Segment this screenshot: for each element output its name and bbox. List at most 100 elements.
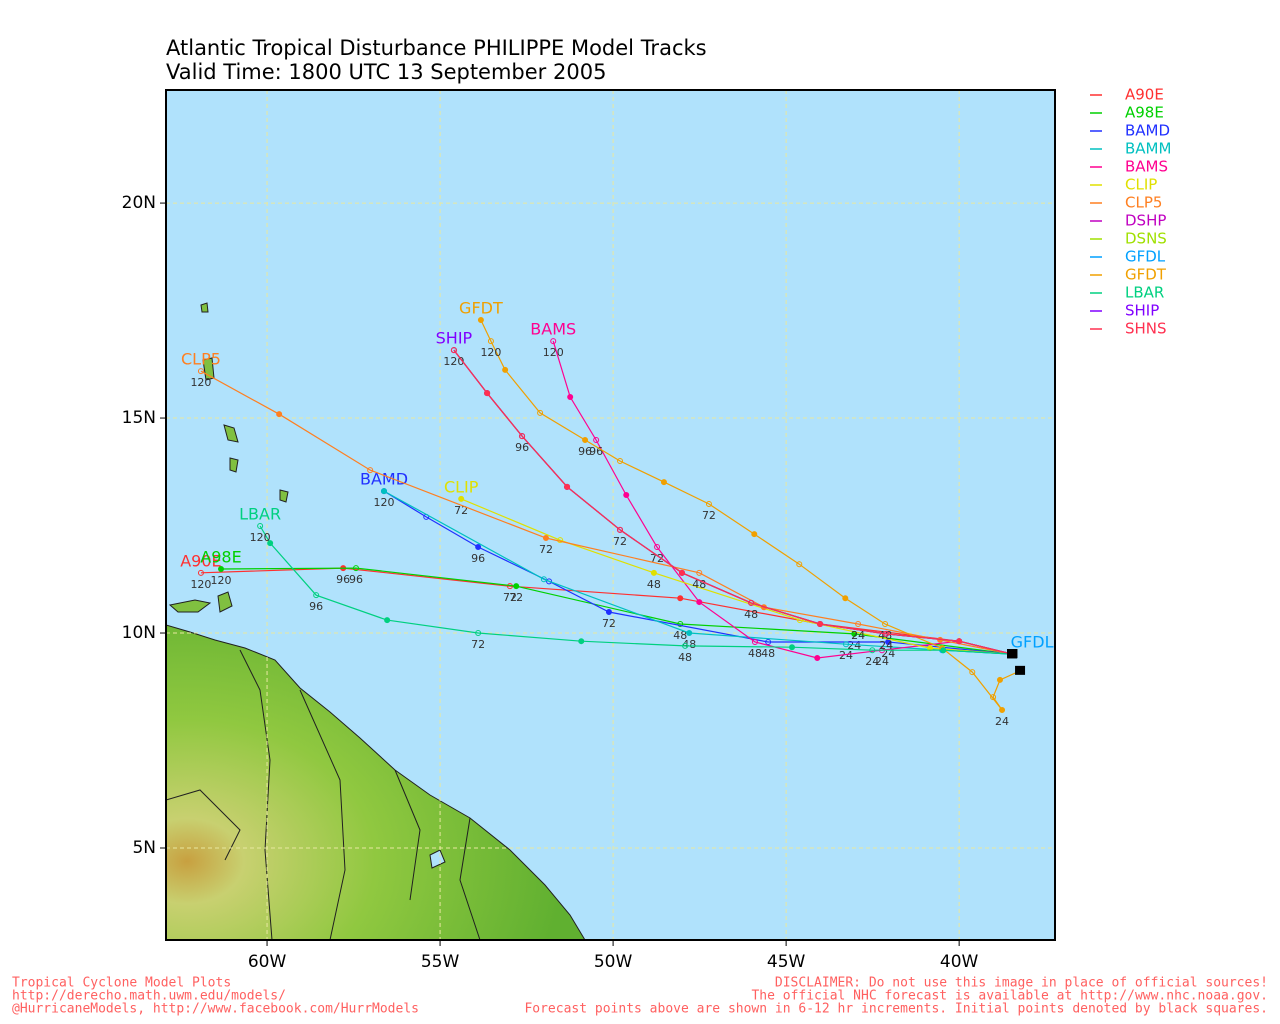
hour-label: 96 (309, 600, 323, 613)
legend-label: LBAR (1125, 284, 1164, 302)
track-point (502, 366, 509, 373)
track-point (705, 501, 712, 508)
track-point (582, 436, 589, 443)
track-point (678, 569, 685, 576)
track-point (475, 544, 482, 551)
track-point (257, 522, 264, 529)
track-point (765, 639, 772, 646)
track-name: CLP5 (181, 350, 221, 369)
track-point (682, 642, 689, 649)
hour-label: 96 (471, 552, 485, 565)
track-point (814, 654, 821, 661)
track-name: BAMD (360, 470, 408, 489)
grid-layer (166, 90, 1055, 940)
track-point (218, 565, 225, 572)
hour-label: 48 (673, 629, 687, 642)
legend-label: DSHP (1125, 212, 1166, 230)
hour-label: 48 (744, 608, 758, 621)
footer-right: DISCLAIMER: Do not use this image in pla… (775, 976, 1268, 991)
hour-label: 72 (539, 543, 553, 556)
track-point (996, 676, 1003, 683)
track-point (537, 409, 544, 416)
hour-label: 24 (851, 629, 865, 642)
track-point (197, 569, 204, 576)
legend-label: SHIP (1125, 302, 1159, 320)
hour-label: 72 (509, 591, 523, 604)
hour-label: 48 (678, 651, 692, 664)
track-point (650, 569, 657, 576)
legend-label: SHNS (1125, 320, 1167, 338)
track-point (197, 368, 204, 375)
hour-label: 72 (471, 638, 485, 651)
footer: Tropical Cyclone Model Plotshttp://derec… (12, 976, 1268, 1017)
track-name: BAMS (530, 320, 576, 339)
legend: A90EA98EBAMDBAMMBAMSCLIPCLP5DSHPDSNSGFDL… (1090, 86, 1171, 338)
track-name: GFDT (459, 299, 503, 318)
track-point (696, 599, 703, 606)
land-layer (166, 302, 586, 940)
track-name: A90E (180, 551, 221, 570)
hour-label: 96 (578, 445, 592, 458)
hour-label: 48 (647, 578, 661, 591)
track-point (593, 436, 600, 443)
hour-label: 120 (543, 346, 564, 359)
track-line (383, 490, 1013, 655)
hour-label: 48 (692, 578, 706, 591)
hour-label: 120 (250, 531, 271, 544)
track-point (882, 620, 889, 627)
track-point (567, 393, 574, 400)
track-point (677, 620, 684, 627)
track-point (542, 535, 549, 542)
track-name: GFDL (1011, 633, 1054, 652)
axes-layer: 60W 55W 50W 45W 40W 5N 10N 15N 20N (122, 193, 979, 972)
hour-label: 24 (879, 639, 893, 652)
track-name: SHIP (436, 329, 473, 348)
hour-label: 72 (650, 552, 664, 565)
track-point (654, 544, 661, 551)
track-point (855, 620, 862, 627)
track-point (751, 639, 758, 646)
track-point (381, 488, 388, 495)
x-tick-label: 40W (940, 952, 979, 972)
border (239, 649, 273, 940)
hour-label: 96 (515, 441, 529, 454)
legend-label: BAMM (1125, 140, 1171, 158)
hour-label: 120 (190, 376, 211, 389)
track-point (990, 694, 997, 701)
track-point (475, 630, 482, 637)
lake (429, 849, 446, 869)
hour-label: 24 (875, 655, 889, 668)
track-point (605, 608, 612, 615)
island (200, 302, 209, 313)
y-tick-label: 15N (122, 408, 156, 428)
border (299, 689, 346, 940)
track-point (617, 526, 624, 533)
hour-label: 120 (374, 496, 395, 509)
track-name: LBAR (239, 504, 281, 523)
track-point (367, 467, 374, 474)
tracks-layer: 72 96 120 A90E 24 48 72 96 120 A98E 24 48 72 96 120 BAM… (180, 299, 1053, 728)
y-tick-label: 10N (122, 623, 156, 643)
track-point (940, 647, 947, 654)
hour-label: 72 (602, 617, 616, 630)
track-point (789, 644, 796, 651)
x-tick-label: 50W (594, 952, 633, 972)
legend-label: GFDL (1125, 248, 1166, 266)
hour-label: 48 (682, 638, 696, 651)
track-point (660, 479, 667, 486)
hour-label: 96 (336, 573, 350, 586)
x-tick-label: 60W (248, 952, 287, 972)
legend-label: A98E (1125, 104, 1164, 122)
track-point (578, 638, 585, 645)
hour-label: 120 (443, 355, 464, 368)
track-point (487, 338, 494, 345)
hour-label: 24 (995, 715, 1009, 728)
footer-right: Forecast points above are shown in 6-12 … (524, 1002, 1268, 1017)
track-point (677, 595, 684, 602)
hour-label: 120 (211, 574, 232, 587)
track-point (546, 578, 553, 585)
footer-left: @HurricaneModels, http://www.facebook.co… (12, 1002, 419, 1017)
track-point (484, 390, 491, 397)
track-point (477, 317, 484, 324)
